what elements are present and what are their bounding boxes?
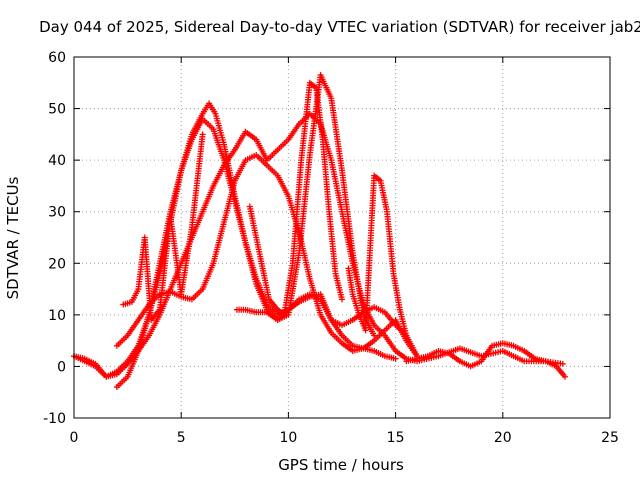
data-points bbox=[71, 72, 568, 391]
x-tick-label: 25 bbox=[601, 430, 619, 446]
y-tick-label: 30 bbox=[48, 205, 66, 221]
x-tick-label: 5 bbox=[177, 430, 186, 446]
y-tick-label: 50 bbox=[48, 102, 66, 118]
data-point bbox=[371, 332, 378, 339]
y-tick-label: 0 bbox=[57, 359, 66, 375]
x-tick-label: 0 bbox=[70, 430, 79, 446]
data-point bbox=[559, 360, 566, 367]
x-tick-label: 20 bbox=[494, 430, 512, 446]
y-tick-label: 40 bbox=[48, 153, 66, 169]
data-point bbox=[339, 296, 345, 303]
data-point bbox=[199, 131, 206, 138]
data-point bbox=[403, 332, 410, 339]
series-track-8 bbox=[233, 291, 410, 339]
y-axis-label: SDTVAR / TECUs bbox=[4, 176, 22, 299]
x-tick-label: 10 bbox=[279, 430, 297, 446]
x-axis-label: GPS time / hours bbox=[278, 456, 404, 474]
data-point bbox=[392, 355, 399, 362]
y-tick-label: 60 bbox=[48, 50, 66, 66]
chart-title: Day 044 of 2025, Sidereal Day-to-day VTE… bbox=[39, 18, 640, 36]
series-track-6 bbox=[246, 79, 345, 318]
y-tick-label: 10 bbox=[48, 308, 66, 324]
x-tick-label: 15 bbox=[387, 430, 405, 446]
series-track-3 bbox=[113, 72, 378, 391]
y-tick-label: -10 bbox=[43, 411, 66, 427]
plot-frame bbox=[73, 56, 611, 419]
series-track-9 bbox=[403, 340, 568, 380]
data-point bbox=[561, 373, 568, 380]
y-tick-label: 20 bbox=[48, 256, 66, 272]
series-track-5 bbox=[120, 131, 206, 324]
